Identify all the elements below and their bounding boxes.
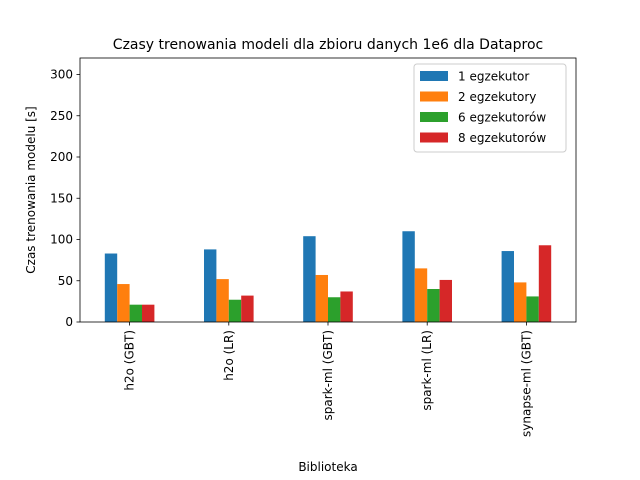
legend-swatch-4	[420, 132, 448, 143]
bar-3-2	[228, 299, 242, 322]
y-tick-label: 0	[65, 315, 73, 329]
legend-swatch-3	[420, 112, 448, 122]
x-axis-label: Biblioteka	[298, 460, 357, 474]
legend-label-2: 2 egzekutory	[458, 90, 536, 104]
bar-1-1	[104, 253, 118, 322]
bar-3-1	[129, 304, 142, 322]
x-tick-label: h2o (GBT)	[123, 330, 137, 391]
bar-4-4	[439, 279, 452, 322]
bar-2-5	[514, 282, 527, 322]
chart-title: Czasy trenowania modeli dla zbioru danyc…	[113, 37, 543, 53]
bar-3-3	[328, 297, 341, 322]
plot-area	[79, 57, 577, 323]
x-tick-label: synapse-ml (GBT)	[519, 330, 533, 437]
x-axis: h2o (GBT) h2o (LR) spark-ml (GBT) spark-ml …	[123, 322, 533, 437]
bar-2-4	[414, 268, 428, 323]
y-axis-label: Czas trenowania modelu [s]	[24, 106, 38, 273]
x-tick-label: spark-ml (GBT)	[321, 330, 335, 421]
bar-1-2	[204, 249, 217, 322]
y-tick-label: 250	[50, 109, 73, 123]
y-tick-label: 50	[58, 274, 73, 288]
legend-box	[413, 63, 567, 153]
bar-3-4	[427, 289, 440, 322]
y-tick-label: 100	[50, 233, 73, 247]
bar-4-2	[241, 295, 254, 322]
bar-2-3	[315, 274, 328, 322]
legend-swatch-1	[420, 71, 448, 81]
y-axis: 0 50 100 150 200 250 300	[50, 68, 80, 329]
y-tick-label: 300	[50, 68, 73, 82]
legend-label-1: 1 egzekutor	[458, 70, 529, 84]
bar-4-1	[142, 304, 155, 322]
legend-label-4: 8 egzekutorów	[458, 131, 546, 145]
bar-1-5	[501, 251, 514, 322]
y-tick-label: 150	[50, 191, 73, 205]
bar-1-3	[303, 236, 316, 322]
bar-2-2	[216, 279, 229, 322]
bar-3-5	[526, 296, 539, 322]
legend: 1 egzekutor 2 egzekutory 6 egzekutorów 8 eg…	[413, 63, 567, 153]
y-tick-label: 200	[50, 150, 73, 164]
bar-4-5	[538, 245, 552, 322]
legend-swatch-2	[420, 91, 448, 102]
bar-4-3	[340, 291, 353, 322]
x-tick-label: h2o (LR)	[222, 330, 236, 381]
legend-label-3: 6 egzekutorów	[458, 111, 546, 125]
bar-1-4	[402, 231, 415, 322]
x-tick-label: spark-ml (LR)	[420, 330, 434, 411]
bar-2-1	[117, 284, 130, 322]
